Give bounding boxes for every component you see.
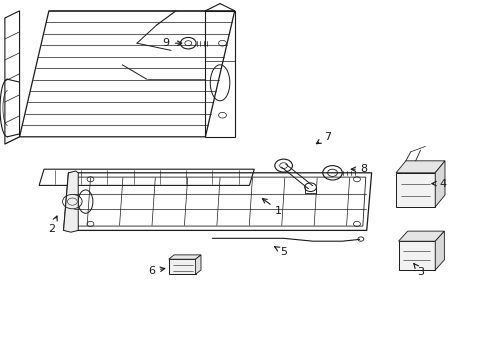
- Text: 7: 7: [316, 132, 330, 144]
- Text: 6: 6: [148, 266, 164, 276]
- Text: 1: 1: [262, 199, 282, 216]
- Bar: [398, 241, 434, 270]
- Text: 8: 8: [350, 164, 367, 174]
- Text: 3: 3: [413, 264, 423, 277]
- Polygon shape: [434, 161, 444, 207]
- Polygon shape: [195, 255, 201, 274]
- Polygon shape: [63, 171, 78, 232]
- Polygon shape: [434, 231, 444, 270]
- Bar: [395, 173, 434, 207]
- Text: 5: 5: [274, 247, 286, 257]
- Bar: [168, 259, 195, 274]
- Text: 2: 2: [48, 216, 57, 234]
- Polygon shape: [168, 255, 201, 259]
- Polygon shape: [398, 231, 444, 241]
- Text: 9: 9: [163, 38, 182, 48]
- Text: 4: 4: [431, 179, 445, 189]
- Polygon shape: [395, 161, 444, 173]
